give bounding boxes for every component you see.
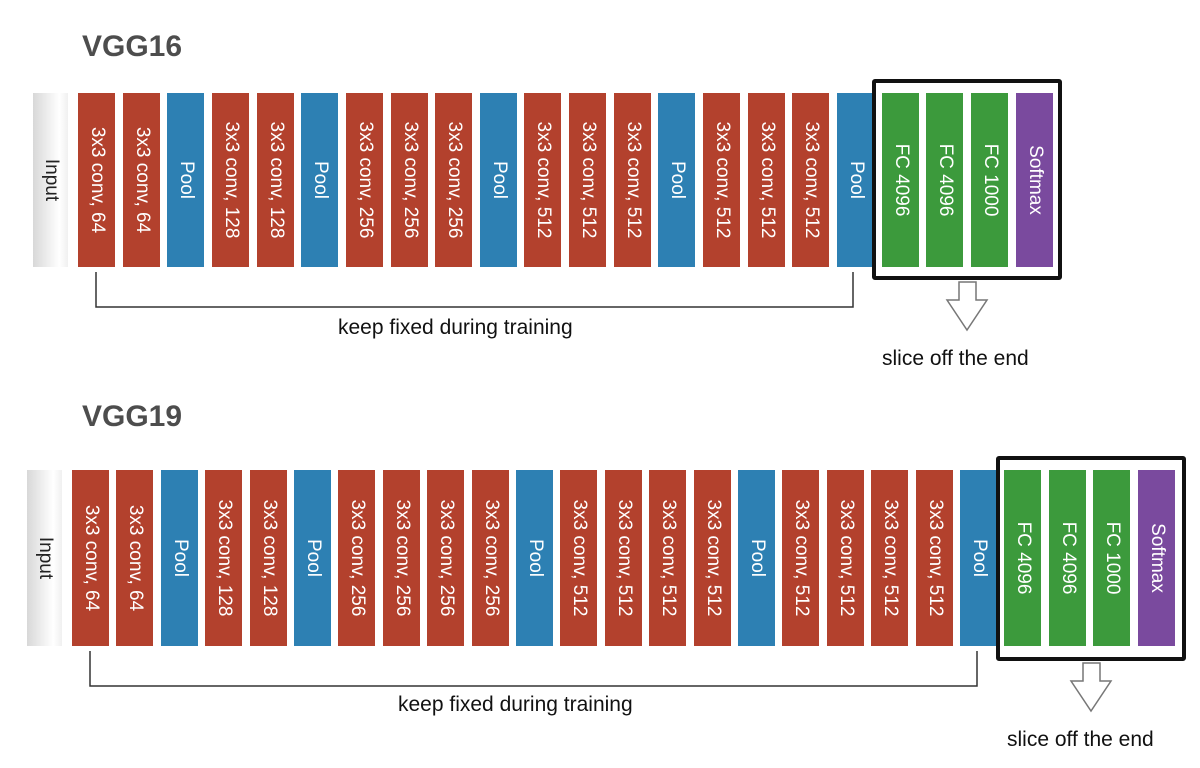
- layer-pool-pool: Pool: [516, 470, 553, 646]
- layer-conv-3x3-conv-512: 3x3 conv, 512: [782, 470, 819, 646]
- vgg19-title: VGG19: [82, 400, 183, 433]
- layer-pool-pool: Pool: [294, 470, 331, 646]
- layer-conv-3x3-conv-512: 3x3 conv, 512: [560, 470, 597, 646]
- layer-fc-fc-4096: FC 4096: [1004, 470, 1041, 646]
- layer-conv-3x3-conv-256: 3x3 conv, 256: [472, 470, 509, 646]
- layer-conv-3x3-conv-256: 3x3 conv, 256: [383, 470, 420, 646]
- layer-pool-pool: Pool: [301, 93, 338, 267]
- layer-conv-3x3-conv-512: 3x3 conv, 512: [649, 470, 686, 646]
- layer-conv-3x3-conv-512: 3x3 conv, 512: [605, 470, 642, 646]
- layer-conv-3x3-conv-512: 3x3 conv, 512: [703, 93, 740, 267]
- vgg19-fixed-caption: keep fixed during training: [398, 693, 633, 716]
- layer-conv-3x3-conv-64: 3x3 conv, 64: [78, 93, 115, 267]
- layer-conv-3x3-conv-512: 3x3 conv, 512: [694, 470, 731, 646]
- vgg19-slice-box: [996, 456, 1186, 661]
- layer-conv-3x3-conv-128: 3x3 conv, 128: [205, 470, 242, 646]
- layer-conv-3x3-conv-256: 3x3 conv, 256: [435, 93, 472, 267]
- layer-pool-pool: Pool: [837, 93, 874, 267]
- layer-conv-3x3-conv-512: 3x3 conv, 512: [614, 93, 651, 267]
- layer-conv-3x3-conv-64: 3x3 conv, 64: [123, 93, 160, 267]
- vgg16-slice-box: [872, 79, 1062, 280]
- layer-conv-3x3-conv-128: 3x3 conv, 128: [257, 93, 294, 267]
- layer-pool-pool: Pool: [167, 93, 204, 267]
- vgg16-fixed-caption: keep fixed during training: [338, 316, 573, 339]
- layer-input-input: Input: [27, 470, 62, 646]
- layer-conv-3x3-conv-512: 3x3 conv, 512: [827, 470, 864, 646]
- layer-fc-fc-4096: FC 4096: [1049, 470, 1086, 646]
- layer-conv-3x3-conv-512: 3x3 conv, 512: [748, 93, 785, 267]
- layer-conv-3x3-conv-512: 3x3 conv, 512: [792, 93, 829, 267]
- layer-conv-3x3-conv-512: 3x3 conv, 512: [569, 93, 606, 267]
- layer-softmax-softmax: Softmax: [1138, 470, 1175, 646]
- layer-pool-pool: Pool: [658, 93, 695, 267]
- layer-conv-3x3-conv-256: 3x3 conv, 256: [391, 93, 428, 267]
- layer-fc-fc-4096: FC 4096: [926, 93, 963, 267]
- layer-conv-3x3-conv-64: 3x3 conv, 64: [72, 470, 109, 646]
- vgg16-title: VGG16: [82, 30, 183, 63]
- layer-fc-fc-4096: FC 4096: [882, 93, 919, 267]
- layer-conv-3x3-conv-512: 3x3 conv, 512: [916, 470, 953, 646]
- vgg16-slice-caption: slice off the end: [882, 347, 1029, 370]
- layer-pool-pool: Pool: [480, 93, 517, 267]
- layer-pool-pool: Pool: [960, 470, 997, 646]
- layer-conv-3x3-conv-128: 3x3 conv, 128: [250, 470, 287, 646]
- layer-input-input: Input: [33, 93, 68, 267]
- layer-pool-pool: Pool: [161, 470, 198, 646]
- layer-conv-3x3-conv-256: 3x3 conv, 256: [338, 470, 375, 646]
- layer-pool-pool: Pool: [738, 470, 775, 646]
- layer-softmax-softmax: Softmax: [1016, 93, 1053, 267]
- vgg19-slice-caption: slice off the end: [1007, 728, 1154, 751]
- layer-conv-3x3-conv-256: 3x3 conv, 256: [346, 93, 383, 267]
- layer-conv-3x3-conv-256: 3x3 conv, 256: [427, 470, 464, 646]
- layer-conv-3x3-conv-64: 3x3 conv, 64: [116, 470, 153, 646]
- layer-conv-3x3-conv-512: 3x3 conv, 512: [524, 93, 561, 267]
- layer-fc-fc-1000: FC 1000: [971, 93, 1008, 267]
- layer-conv-3x3-conv-128: 3x3 conv, 128: [212, 93, 249, 267]
- layer-fc-fc-1000: FC 1000: [1093, 470, 1130, 646]
- layer-conv-3x3-conv-512: 3x3 conv, 512: [871, 470, 908, 646]
